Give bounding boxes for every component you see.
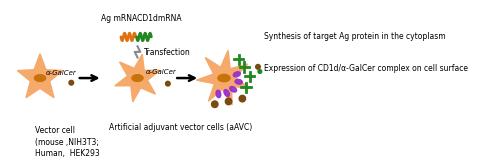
Text: Transfection: Transfection xyxy=(144,48,190,57)
Ellipse shape xyxy=(212,101,218,108)
Ellipse shape xyxy=(224,90,230,97)
Ellipse shape xyxy=(226,98,232,105)
Ellipse shape xyxy=(256,65,260,69)
Ellipse shape xyxy=(235,79,242,84)
Ellipse shape xyxy=(69,80,73,85)
Polygon shape xyxy=(196,50,250,105)
Polygon shape xyxy=(115,54,160,102)
Ellipse shape xyxy=(216,90,221,98)
Ellipse shape xyxy=(239,95,246,102)
Ellipse shape xyxy=(234,72,240,77)
Text: α-GalCer: α-GalCer xyxy=(46,70,76,76)
Ellipse shape xyxy=(218,74,230,82)
Text: Vector cell
(mouse ,NIH3T3;
Human,  HEK293: Vector cell (mouse ,NIH3T3; Human, HEK29… xyxy=(36,126,100,158)
Ellipse shape xyxy=(230,86,236,92)
Ellipse shape xyxy=(34,75,46,81)
Text: Ag mRNACD1dmRNA: Ag mRNACD1dmRNA xyxy=(101,14,182,23)
Text: Synthesis of target Ag protein in the cytoplasm: Synthesis of target Ag protein in the cy… xyxy=(264,32,445,41)
Text: Artificial adjuvant vector cells (aAVC): Artificial adjuvant vector cells (aAVC) xyxy=(109,123,253,132)
Ellipse shape xyxy=(166,81,170,86)
Polygon shape xyxy=(18,54,63,98)
Text: α-GalCer: α-GalCer xyxy=(146,69,177,75)
Ellipse shape xyxy=(132,75,143,81)
Ellipse shape xyxy=(258,70,262,73)
Text: Expression of CD1d/α-GalCer complex on cell surface: Expression of CD1d/α-GalCer complex on c… xyxy=(264,64,468,73)
